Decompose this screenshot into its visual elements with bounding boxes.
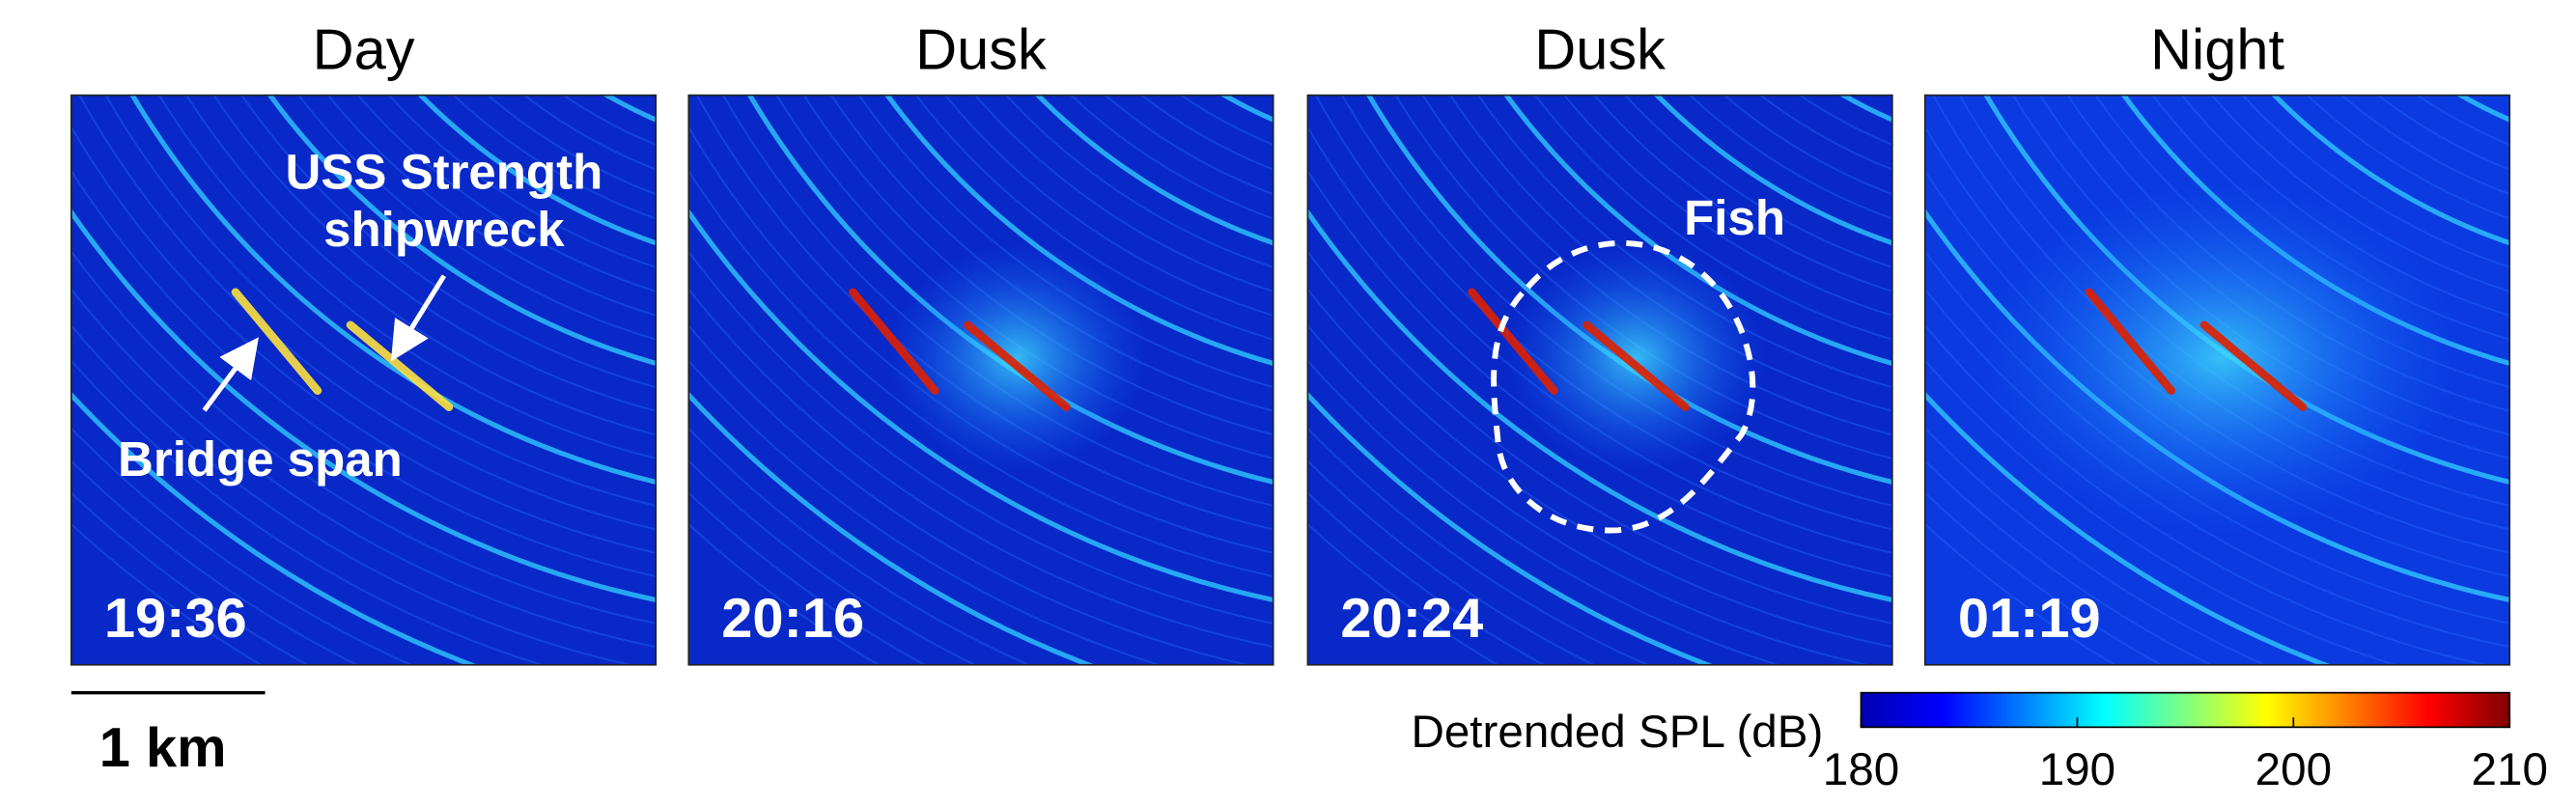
- annotation: Fish: [1684, 190, 1785, 245]
- panel-frame: [70, 94, 658, 666]
- scatter-cloud: [1974, 177, 2468, 539]
- echo: [231, 288, 322, 395]
- panel-bg: [70, 95, 657, 665]
- panel-time: 20:16: [721, 588, 864, 650]
- panel-time: 01:19: [1958, 588, 2101, 650]
- panel-image: [1924, 95, 2510, 665]
- annotation: shipwreck: [323, 202, 565, 257]
- echo: [2085, 288, 2176, 395]
- echo: [1582, 320, 1690, 412]
- panel-title: Night: [2150, 16, 2284, 81]
- panel-image: [688, 95, 1274, 665]
- panel-time: 19:36: [104, 588, 247, 650]
- colorbar-tick-label: 180: [1823, 744, 1899, 795]
- echo: [964, 320, 1071, 412]
- echo: [849, 288, 939, 395]
- scale-bar: 1 km: [70, 690, 266, 779]
- arrow: [390, 274, 447, 362]
- annotation: USS Strength: [286, 145, 603, 200]
- panel-frame: [687, 94, 1274, 666]
- echo: [1468, 288, 1558, 395]
- echo: [346, 320, 454, 412]
- panel-title: Dusk: [1534, 16, 1666, 81]
- colorbar: [1860, 691, 2511, 729]
- echo: [2199, 320, 2308, 412]
- scatter-cloud: [885, 242, 1149, 473]
- scale-label: 1 km: [99, 717, 227, 779]
- panel-image: [1307, 95, 1892, 665]
- colorbar-tick-label: 210: [2472, 744, 2548, 795]
- panel-title: Day: [313, 16, 415, 81]
- annotation: Bridge span: [118, 431, 403, 486]
- panel-image: [70, 95, 657, 665]
- panel-title: Dusk: [915, 16, 1047, 81]
- arrow: [202, 337, 259, 412]
- colorbar-tick-label: 200: [2255, 744, 2332, 795]
- scatter-cloud: [1504, 242, 1768, 473]
- panel-frame: [1306, 94, 1893, 666]
- panel-frame: [1923, 94, 2511, 666]
- colorbar-tick-label: 190: [2039, 744, 2115, 795]
- colorbar-label: Detrended SPL (dB): [1411, 707, 1823, 758]
- panel-time: 20:24: [1340, 588, 1483, 650]
